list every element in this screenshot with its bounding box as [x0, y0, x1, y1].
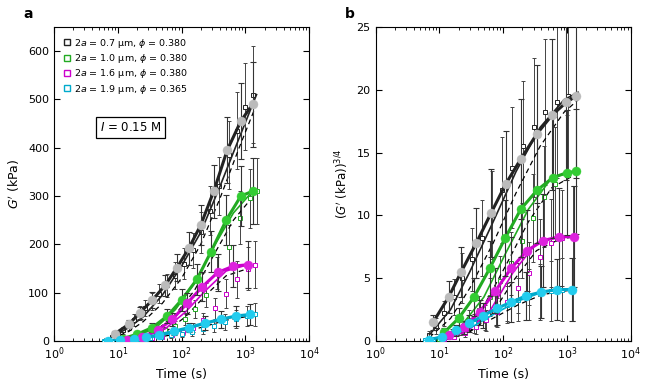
X-axis label: Time (s): Time (s): [156, 368, 207, 381]
Y-axis label: $G'$ (kPa): $G'$ (kPa): [7, 159, 23, 209]
Text: a: a: [23, 7, 33, 21]
Text: $I$ = 0.15 M: $I$ = 0.15 M: [100, 121, 161, 134]
Legend: 2$\mathit{a}$ = 0.7 μm, $\phi$ = 0.380, 2$\mathit{a}$ = 1.0 μm, $\phi$ = 0.380, : 2$\mathit{a}$ = 0.7 μm, $\phi$ = 0.380, …: [62, 35, 191, 98]
Y-axis label: $(G'\ (\mathrm{kPa}))^{3/4}$: $(G'\ (\mathrm{kPa}))^{3/4}$: [333, 149, 351, 219]
X-axis label: Time (s): Time (s): [478, 368, 529, 381]
Text: b: b: [345, 7, 355, 21]
